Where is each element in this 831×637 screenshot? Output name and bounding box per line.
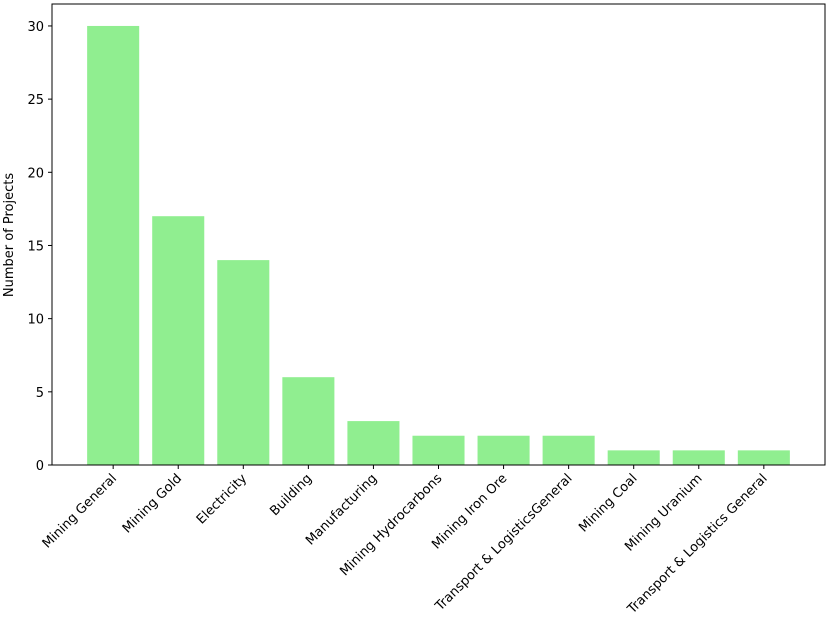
bar [542,435,595,465]
x-tick-label: Transport & Logistics General [624,471,770,617]
y-tick-label: 15 [27,239,44,254]
bar [607,450,660,465]
bar [217,260,270,465]
y-tick-label: 0 [36,459,44,474]
y-tick-label: 30 [27,20,44,35]
bar [152,216,205,465]
x-tick-label: Electricity [194,471,250,527]
x-tick-label: Mining Gold [120,471,185,536]
bar [737,450,790,465]
bar [672,450,725,465]
bar [412,435,465,465]
plot-frame [51,3,826,466]
bar [87,25,140,465]
x-tick-label: Building [267,471,315,519]
y-tick-label: 25 [27,93,44,108]
x-tick-label: Transport & LogisticsGeneral [432,471,575,614]
y-axis-label: Number of Projects [2,173,17,297]
y-tick-label: 5 [36,386,44,401]
x-tick-label: Mining General [40,471,120,551]
bar [282,377,335,465]
bar [347,421,400,465]
y-tick-label: 10 [27,313,44,328]
y-tick-label: 20 [27,166,44,181]
x-tick-label: Mining Coal [576,471,640,535]
bar [477,435,530,465]
